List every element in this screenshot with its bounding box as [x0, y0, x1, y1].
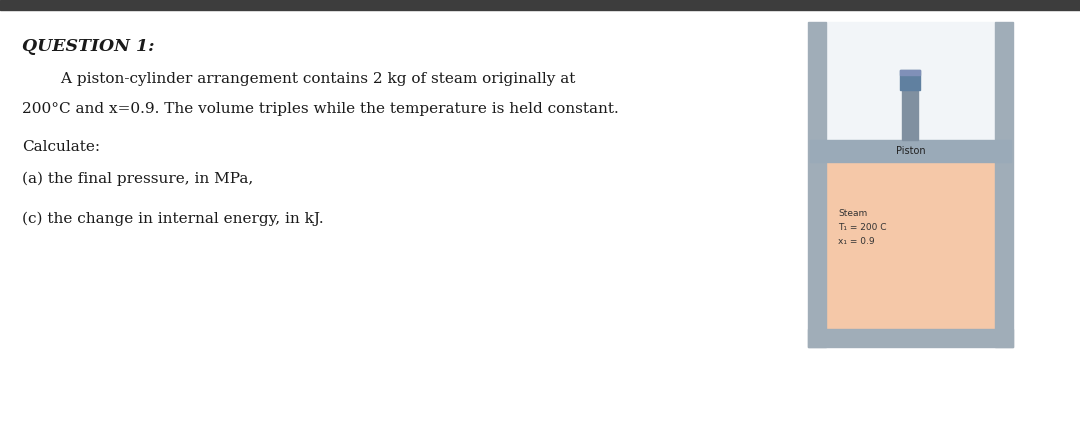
Bar: [995, 22, 1013, 347]
Text: x₁ = 0.9: x₁ = 0.9: [838, 237, 875, 246]
Text: A piston-cylinder arrangement contains 2 kg of steam originally at: A piston-cylinder arrangement contains 2…: [22, 72, 576, 86]
Bar: [826, 22, 995, 140]
Bar: [808, 329, 1013, 347]
Text: Steam: Steam: [838, 209, 867, 218]
Bar: [902, 90, 918, 140]
Bar: [900, 70, 920, 75]
Text: 200°C and x=0.9. The volume triples while the temperature is held constant.: 200°C and x=0.9. The volume triples whil…: [22, 102, 619, 116]
Text: T₁ = 200 C: T₁ = 200 C: [838, 223, 887, 232]
Text: (a) the final pressure, in MPa,: (a) the final pressure, in MPa,: [22, 172, 253, 186]
Bar: [808, 22, 826, 347]
Bar: [826, 162, 995, 329]
Text: (c) the change in internal energy, in kJ.: (c) the change in internal energy, in kJ…: [22, 212, 324, 226]
Bar: [900, 70, 920, 90]
Text: QUESTION 1:: QUESTION 1:: [22, 38, 154, 55]
Text: Piston: Piston: [895, 146, 926, 156]
Bar: [0, 0, 1080, 10]
Text: Calculate:: Calculate:: [22, 140, 100, 154]
Bar: [810, 140, 1011, 162]
